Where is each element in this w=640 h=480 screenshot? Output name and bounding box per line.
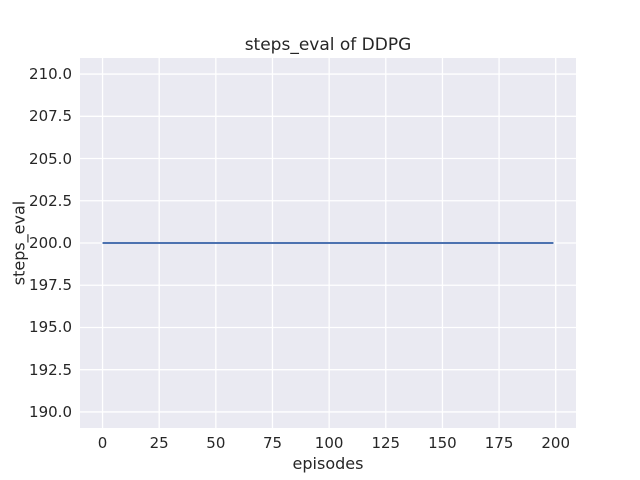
y-tick-label: 207.5	[29, 107, 72, 126]
x-tick-label: 0	[97, 434, 108, 452]
x-tick-label: 50	[206, 434, 226, 452]
y-tick-label: 192.5	[29, 360, 72, 379]
x-axis-label: episodes	[292, 454, 364, 473]
y-tick-label: 190.0	[29, 402, 72, 421]
x-tick-label: 25	[149, 434, 169, 452]
x-tick-label: 200	[541, 434, 571, 452]
x-tick-label: 100	[314, 434, 344, 452]
y-tick-label: 197.5	[29, 276, 72, 295]
y-tick-label: 205.0	[29, 149, 72, 168]
x-tick-label: 125	[371, 434, 401, 452]
chart-title: steps_eval of DDPG	[244, 35, 412, 55]
x-tick-label: 75	[262, 434, 283, 452]
y-tick-label: 202.5	[29, 191, 72, 210]
y-tick-label: 195.0	[29, 318, 72, 337]
plot-area	[80, 58, 576, 428]
plot-canvas	[80, 58, 576, 428]
x-tick-label: 150	[428, 434, 457, 452]
y-tick-label: 200.0	[29, 234, 72, 252]
y-tick-label: 210.0	[29, 65, 72, 84]
x-tick-label: 175	[484, 434, 514, 452]
